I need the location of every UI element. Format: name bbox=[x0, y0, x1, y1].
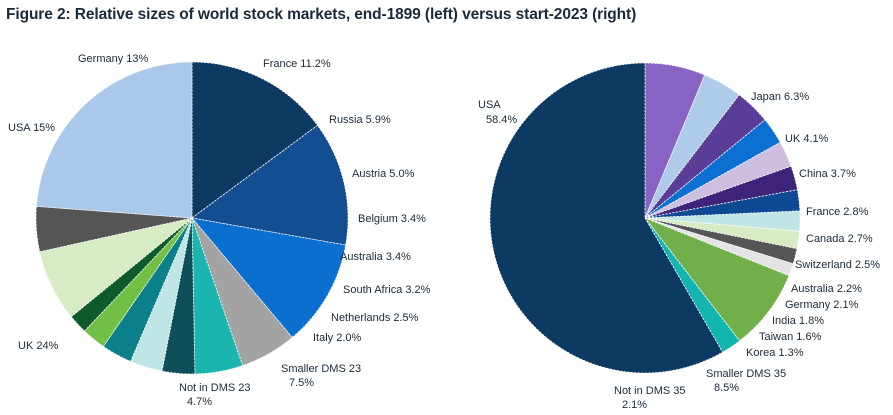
label-right-australia: Australia 2.2% bbox=[791, 283, 862, 295]
label-left-south-africa: South Africa 3.2% bbox=[343, 284, 431, 296]
label-left-not-in-dms-23: Not in DMS 23 4.7% bbox=[179, 382, 251, 408]
label-right-switzerland: Switzerland 2.5% bbox=[795, 259, 880, 271]
slice-right-usa bbox=[489, 62, 724, 374]
slice-left-germany bbox=[191, 124, 349, 246]
label-right-china: China 3.7% bbox=[799, 168, 856, 180]
label-right-usa: USA 58.4% bbox=[478, 99, 517, 126]
label-left-netherlands: Netherlands 2.5% bbox=[331, 312, 419, 324]
label-right-not-in-dms-35: Not in DMS 35 2.1% bbox=[614, 385, 686, 411]
pie-right-2023: Japan 6.3% UK 4.1% China 3.7% France 2.8% Ca… bbox=[478, 62, 880, 411]
label-right-germany: Germany 2.1% bbox=[785, 299, 859, 311]
label-right-korea: Korea 1.3% bbox=[746, 347, 804, 359]
label-left-usa: USA 15% bbox=[8, 122, 55, 134]
slice-left-france bbox=[190, 217, 347, 339]
chart-title: Figure 2: Relative sizes of world stock … bbox=[6, 6, 637, 23]
label-right-canada: Canada 2.7% bbox=[806, 233, 873, 245]
label-right-uk: UK 4.1% bbox=[785, 133, 829, 145]
slice-left-usa bbox=[191, 61, 319, 219]
label-left-italy: Italy 2.0% bbox=[313, 332, 362, 344]
label-left-germany: Germany 13% bbox=[78, 53, 149, 65]
label-right-france: France 2.8% bbox=[806, 206, 869, 218]
slice-left-not-in-dms-23 bbox=[35, 205, 193, 253]
label-left-france: France 11.2% bbox=[263, 58, 331, 70]
slice-left-uk bbox=[36, 61, 193, 219]
label-left-russia: Russia 5.9% bbox=[329, 114, 391, 126]
slice-left-russia bbox=[191, 217, 293, 367]
slice-left-belgium bbox=[161, 217, 196, 375]
label-right-taiwan: Taiwan 1.6% bbox=[759, 331, 822, 343]
label-right-smaller-dms-35: Smaller DMS 35 8.5% bbox=[706, 368, 786, 394]
label-left-uk: UK 24% bbox=[18, 340, 59, 352]
slice-right-smaller-dms-35 bbox=[643, 217, 790, 342]
label-left-belgium: Belgium 3.4% bbox=[358, 213, 426, 225]
slice-right-uk bbox=[644, 74, 740, 219]
label-left-smaller-dms-23: Smaller DMS 23 7.5% bbox=[281, 363, 361, 389]
label-left-austria: Austria 5.0% bbox=[352, 168, 415, 180]
label-left-australia: Australia 3.4% bbox=[340, 251, 411, 263]
pie-left-1899: USA 15% Germany 13% France 11.2% Russia 5.9… bbox=[8, 53, 431, 408]
label-right-india: India 1.8% bbox=[772, 315, 824, 327]
slice-right-canada bbox=[644, 141, 792, 219]
label-right-japan: Japan 6.3% bbox=[751, 91, 809, 103]
